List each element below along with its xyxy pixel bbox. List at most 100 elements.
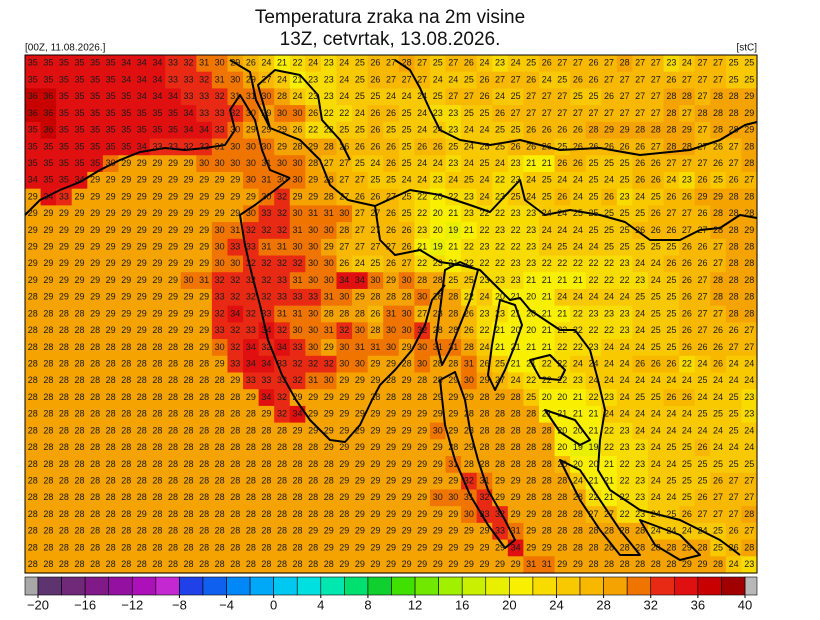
temperature-cell <box>305 272 322 290</box>
temperature-cell <box>274 422 291 440</box>
temperature-value: 30 <box>230 141 240 151</box>
temperature-cell <box>383 255 400 273</box>
temperature-cell <box>40 389 57 407</box>
temperature-value: 28 <box>137 359 147 369</box>
temperature-value: 25 <box>386 175 396 185</box>
temperature-cell <box>227 138 244 156</box>
temperature-cell <box>601 255 618 273</box>
temperature-cell <box>616 155 634 173</box>
temperature-value: 30 <box>199 158 209 168</box>
temperature-value: 22 <box>620 475 630 485</box>
temperature-value: 24 <box>635 325 645 335</box>
temperature-value: 32 <box>293 258 303 268</box>
temperature-cell <box>56 539 73 557</box>
temperature-cell <box>40 88 57 106</box>
temperature-cell <box>507 88 524 106</box>
temperature-cell <box>538 389 556 407</box>
temperature-cell <box>227 539 244 557</box>
temperature-value: 33 <box>261 375 271 385</box>
temperature-cell <box>320 272 338 290</box>
temperature-value: 24 <box>682 526 692 536</box>
temperature-cell <box>320 389 338 407</box>
temperature-value: 28 <box>230 509 240 519</box>
temperature-value: 23 <box>479 242 489 252</box>
temperature-value: 35 <box>28 158 38 168</box>
temperature-value: 27 <box>713 509 723 519</box>
temperature-value: 24 <box>744 442 754 452</box>
temperature-cell <box>352 489 369 507</box>
temperature-value: 23 <box>635 442 645 452</box>
temperature-value: 33 <box>199 108 209 118</box>
temperature-cell <box>725 272 743 290</box>
temperature-cell <box>258 556 275 574</box>
temperature-cell <box>211 422 229 440</box>
temperature-value: 32 <box>215 91 225 101</box>
temperature-cell <box>663 121 680 140</box>
temperature-cell <box>476 121 493 140</box>
temperature-cell <box>87 71 104 90</box>
temperature-cell <box>149 105 166 123</box>
temperature-value: 29 <box>308 175 318 185</box>
temperature-value: 24 <box>355 108 365 118</box>
temperature-value: 29 <box>402 342 412 352</box>
temperature-value: 29 <box>324 242 334 252</box>
temperature-cell <box>445 171 462 190</box>
temperature-value: 28 <box>697 542 707 552</box>
temperature-value: 29 <box>152 308 162 318</box>
temperature-cell <box>40 506 57 524</box>
temperature-value: 29 <box>106 208 116 218</box>
temperature-cell <box>211 222 229 240</box>
temperature-cell <box>367 272 384 290</box>
temperature-cell <box>56 489 73 507</box>
temperature-value: 28 <box>246 459 256 469</box>
temperature-value: 29 <box>106 191 116 201</box>
temperature-value: 28 <box>43 325 53 335</box>
temperature-value: 28 <box>293 141 303 151</box>
temperature-value: 29 <box>370 492 380 502</box>
colorbar-swatch <box>650 576 675 596</box>
temperature-cell <box>710 171 727 190</box>
temperature-cell <box>476 305 493 323</box>
temperature-cell <box>274 205 291 223</box>
temperature-value: 25 <box>744 74 754 84</box>
temperature-cell <box>134 556 151 574</box>
temperature-cell <box>461 121 478 140</box>
temperature-value: 30 <box>246 208 256 218</box>
temperature-cell <box>554 238 571 257</box>
colorbar-swatch <box>461 576 487 596</box>
temperature-value: 28 <box>106 375 116 385</box>
temperature-cell <box>336 255 353 273</box>
temperature-value: 20 <box>542 392 552 402</box>
temperature-cell <box>149 372 166 390</box>
temperature-value: 35 <box>90 108 100 118</box>
temperature-value: 24 <box>402 175 412 185</box>
temperature-cell <box>476 539 493 557</box>
temperature-cell <box>601 539 618 557</box>
temperature-cell <box>445 422 462 440</box>
temperature-value: 29 <box>152 191 162 201</box>
temperature-value: 29 <box>402 425 412 435</box>
temperature-value: 28 <box>199 459 209 469</box>
temperature-cell <box>367 155 384 173</box>
temperature-value: 26 <box>386 225 396 235</box>
temperature-cell <box>507 288 524 307</box>
temperature-cell <box>87 539 104 557</box>
temperature-cell <box>398 138 415 156</box>
temperature-cell <box>243 155 260 173</box>
temperature-cell <box>601 339 618 357</box>
temperature-value: 28 <box>277 475 287 485</box>
temperature-cell <box>570 55 587 73</box>
temperature-value: 35 <box>106 91 116 101</box>
temperature-cell <box>180 88 197 106</box>
temperature-value: 28 <box>713 208 723 218</box>
temperature-cell <box>398 305 415 323</box>
temperature-cell <box>616 255 634 273</box>
temperature-value: 29 <box>355 442 365 452</box>
temperature-cell <box>305 288 322 307</box>
temperature-value: 28 <box>137 459 147 469</box>
temperature-value: 29 <box>744 225 754 235</box>
temperature-cell <box>694 88 711 106</box>
temperature-value: 28 <box>43 342 53 352</box>
temperature-cell <box>211 556 229 574</box>
temperature-cell <box>25 71 42 90</box>
